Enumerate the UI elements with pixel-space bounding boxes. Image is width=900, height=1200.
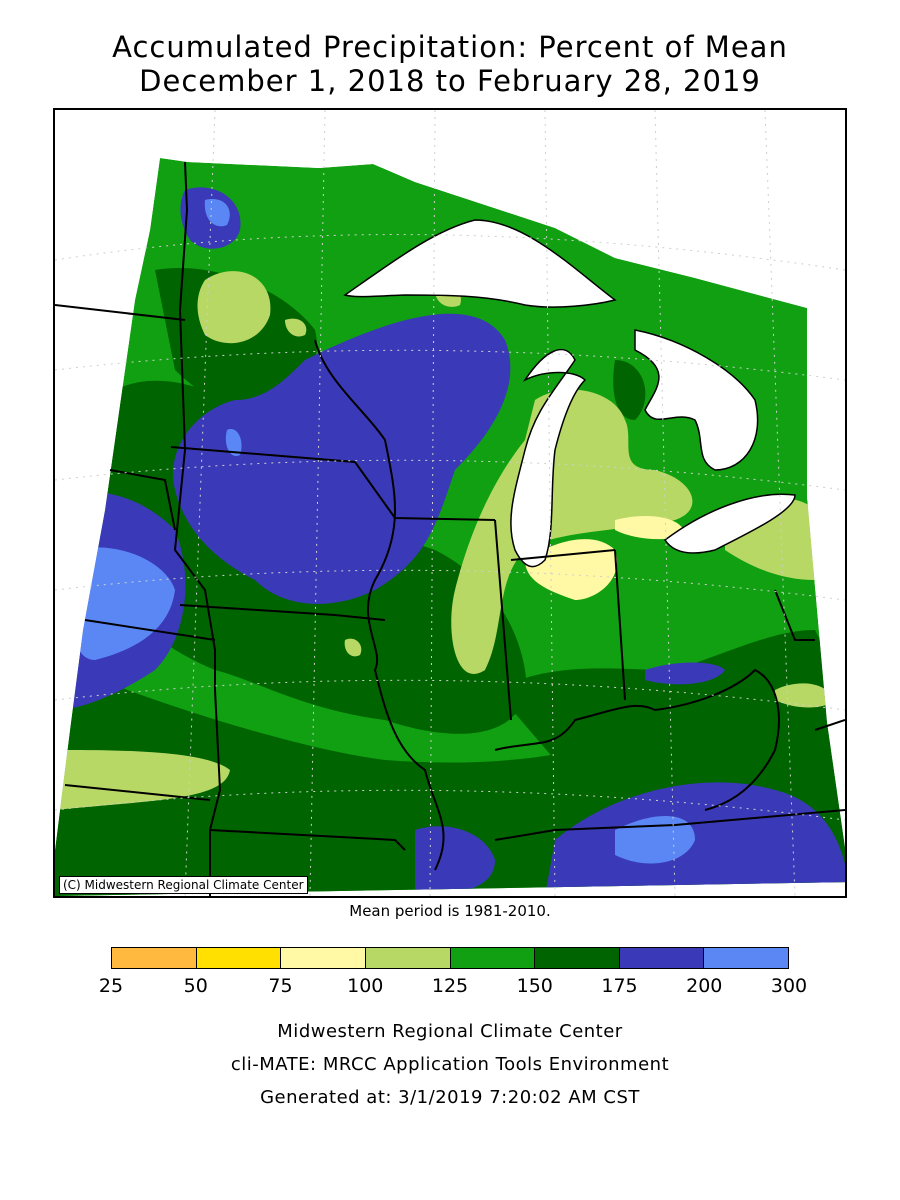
lightblue-mn xyxy=(204,199,230,227)
legend-tick-label: 300 xyxy=(770,975,808,997)
blue-region-iowa-wi xyxy=(173,313,511,604)
legend-tick-label: 100 xyxy=(347,975,384,997)
boundary-tn-ky xyxy=(494,809,845,841)
boundary-mn-ia xyxy=(170,446,496,521)
boundary-ks-ok xyxy=(64,784,211,801)
legend-swatch-150-175 xyxy=(535,948,620,968)
palegreen-indiana xyxy=(451,389,693,674)
lightblue-nebraska xyxy=(71,547,175,660)
legend-tick-label: 125 xyxy=(431,975,469,997)
lightblue-kentucky xyxy=(615,816,695,864)
legend-swatch-25-50 xyxy=(112,948,197,968)
boundary-ky-wv xyxy=(704,749,776,811)
legend-swatch-100-125 xyxy=(365,948,451,968)
palegreen-wi xyxy=(285,318,307,337)
legend-tick-label: 150 xyxy=(516,975,553,997)
precipitation-map: (C) Midwestern Regional Climate Center xyxy=(53,108,847,898)
legend-tick-label: 75 xyxy=(268,975,293,997)
palegreen-il xyxy=(344,638,362,657)
lake-huron xyxy=(634,329,759,471)
map-title-line2: December 1, 2018 to February 28, 2019 xyxy=(139,64,761,98)
mean-period-note: Mean period is 1981-2010. xyxy=(349,902,551,920)
legend-swatch-175-200 xyxy=(619,948,705,968)
boundary-mn-dakotas xyxy=(173,161,222,896)
map-canvas xyxy=(55,110,845,896)
boundary-va xyxy=(814,719,845,731)
outside-domain xyxy=(55,110,845,896)
legend-tick-label: 25 xyxy=(98,975,124,997)
palegreen-wv xyxy=(775,683,835,708)
boundary-mo-ar xyxy=(209,829,406,851)
footer-app: cli-MATE: MRCC Application Tools Environ… xyxy=(230,1054,670,1075)
legend-swatch-75-100 xyxy=(281,948,366,968)
boundary-in-oh xyxy=(614,549,626,701)
legend-tick-label: 200 xyxy=(686,975,723,997)
footer-org: Midwestern Regional Climate Center xyxy=(277,1021,623,1042)
dark-green-ohio xyxy=(495,630,845,763)
boundary-mississippi xyxy=(314,339,445,871)
legend-colorbar xyxy=(111,947,789,969)
state-boundaries xyxy=(55,161,845,896)
blue-region-kentucky xyxy=(545,782,845,896)
blue-region-wi-north xyxy=(463,320,489,361)
paleyellow-mi xyxy=(615,515,685,540)
boundary-in-mi xyxy=(510,549,616,561)
legend-swatch-50-75 xyxy=(196,948,282,968)
palegreen-kansas xyxy=(55,750,230,810)
dark-green-mi xyxy=(613,360,646,420)
paleyellow-indiana xyxy=(525,539,617,600)
footer-generated: Generated at: 3/1/2019 7:20:02 AM CST xyxy=(260,1087,640,1108)
map-title-line1: Accumulated Precipitation: Percent of Me… xyxy=(112,30,788,64)
boundary-ohio-river xyxy=(494,668,780,751)
palegreen-mn xyxy=(197,271,271,344)
boundary-il-in xyxy=(494,519,512,721)
lake-erie xyxy=(663,493,796,554)
lake-michigan xyxy=(510,348,587,568)
legend-swatch-200-300 xyxy=(704,948,788,968)
boundary-oh-pa xyxy=(774,589,815,641)
map-credit: (C) Midwestern Regional Climate Center xyxy=(59,876,308,894)
blue-region-missouri-se xyxy=(415,826,495,896)
blue-region-ohio xyxy=(645,662,725,685)
boundary-nd-sd xyxy=(55,304,186,321)
boundary-ne-ks xyxy=(84,619,216,641)
boundary-sd-ne xyxy=(109,469,176,531)
lightblue-iowa xyxy=(225,429,242,456)
legend-swatch-125-150 xyxy=(450,948,536,968)
graticule xyxy=(55,110,845,896)
legend-tick-label: 50 xyxy=(183,975,208,997)
legend-tick-label: 175 xyxy=(601,975,638,997)
